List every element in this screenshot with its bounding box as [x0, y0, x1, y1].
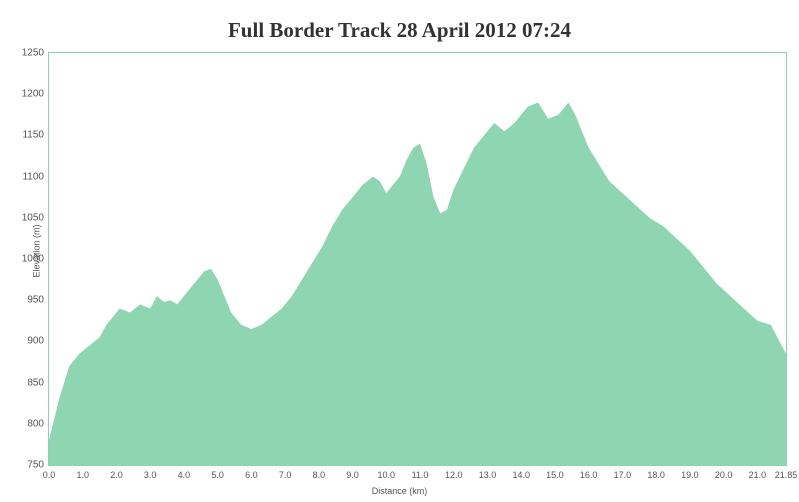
x-tick-label: 21.0	[749, 465, 767, 480]
y-tick-label: 900	[27, 336, 49, 347]
y-tick-label: 800	[27, 418, 49, 429]
x-tick-label: 11.0	[412, 465, 429, 480]
x-tick-label: 5.0	[211, 465, 224, 480]
y-tick-label: 1250	[22, 48, 49, 59]
x-tick-label: 1.0	[76, 465, 89, 480]
y-tick-label: 1150	[22, 130, 49, 141]
x-tick-label: 10.0	[378, 465, 396, 480]
y-tick-label: 950	[27, 295, 49, 306]
x-tick-label: 20.0	[715, 465, 733, 480]
chart-container: 7508008509009501000105011001150120012500…	[48, 52, 787, 466]
plot-area: 7508008509009501000105011001150120012500…	[48, 52, 787, 466]
x-tick-label: 16.0	[580, 465, 598, 480]
x-tick-label: 17.0	[614, 465, 632, 480]
x-tick-label: 2.0	[110, 465, 123, 480]
x-tick-label: 18.0	[647, 465, 665, 480]
area-chart-svg	[49, 53, 786, 465]
y-tick-label: 1000	[22, 254, 49, 265]
y-tick-label: 1050	[22, 212, 49, 223]
x-tick-label: 7.0	[279, 465, 292, 480]
x-tick-label: 12.0	[445, 465, 463, 480]
elevation-area	[49, 102, 786, 465]
x-tick-label: 19.0	[681, 465, 699, 480]
x-tick-label: 0.0	[43, 465, 56, 480]
y-axis-label: Elevation (m)	[32, 224, 42, 277]
x-tick-label: 6.0	[245, 465, 258, 480]
x-axis-label: Distance (km)	[372, 486, 428, 496]
y-tick-label: 1100	[22, 171, 49, 182]
x-tick-label: 4.0	[178, 465, 191, 480]
chart-title: Full Border Track 28 April 2012 07:24	[0, 18, 799, 43]
x-tick-label: 3.0	[144, 465, 157, 480]
x-tick-label: 8.0	[313, 465, 326, 480]
x-tick-label: 9.0	[346, 465, 359, 480]
x-tick-label: 21.85	[775, 465, 798, 480]
x-tick-label: 15.0	[546, 465, 564, 480]
y-tick-label: 850	[27, 377, 49, 388]
x-tick-label: 14.0	[512, 465, 530, 480]
x-tick-label: 13.0	[479, 465, 497, 480]
y-tick-label: 1200	[22, 89, 49, 100]
